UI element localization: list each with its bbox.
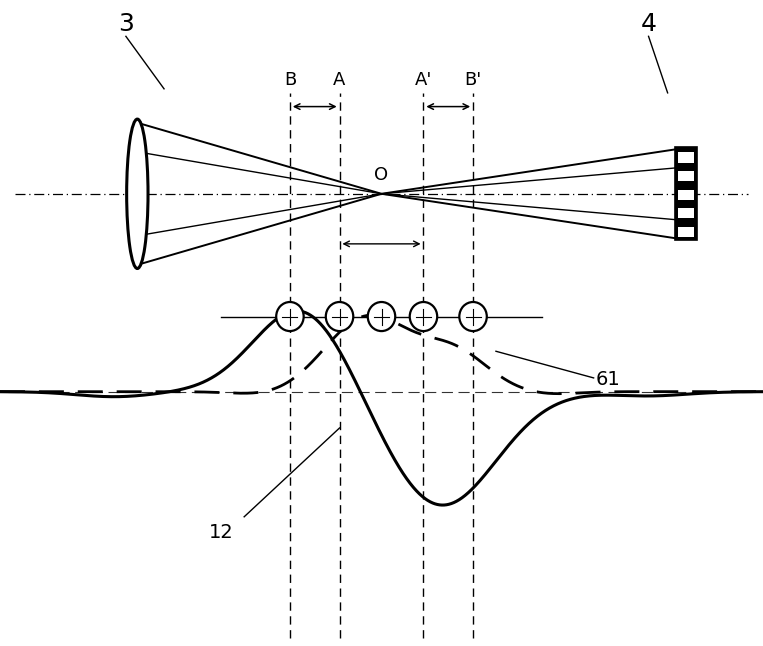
Bar xyxy=(678,152,694,163)
Text: A: A xyxy=(333,71,346,89)
Bar xyxy=(678,208,694,218)
Bar xyxy=(675,147,697,240)
Text: 12: 12 xyxy=(209,523,233,543)
Text: A': A' xyxy=(415,71,432,89)
Bar xyxy=(678,189,694,200)
Text: 4: 4 xyxy=(641,12,656,36)
Text: 61: 61 xyxy=(595,370,620,389)
Text: O: O xyxy=(375,166,388,184)
Text: B': B' xyxy=(465,71,481,89)
Circle shape xyxy=(368,302,395,331)
Circle shape xyxy=(410,302,437,331)
Circle shape xyxy=(326,302,353,331)
Text: B: B xyxy=(284,71,296,89)
Text: 3: 3 xyxy=(118,12,134,36)
Bar xyxy=(678,171,694,181)
Bar xyxy=(678,227,694,237)
Ellipse shape xyxy=(127,119,148,269)
Circle shape xyxy=(276,302,304,331)
Circle shape xyxy=(459,302,487,331)
